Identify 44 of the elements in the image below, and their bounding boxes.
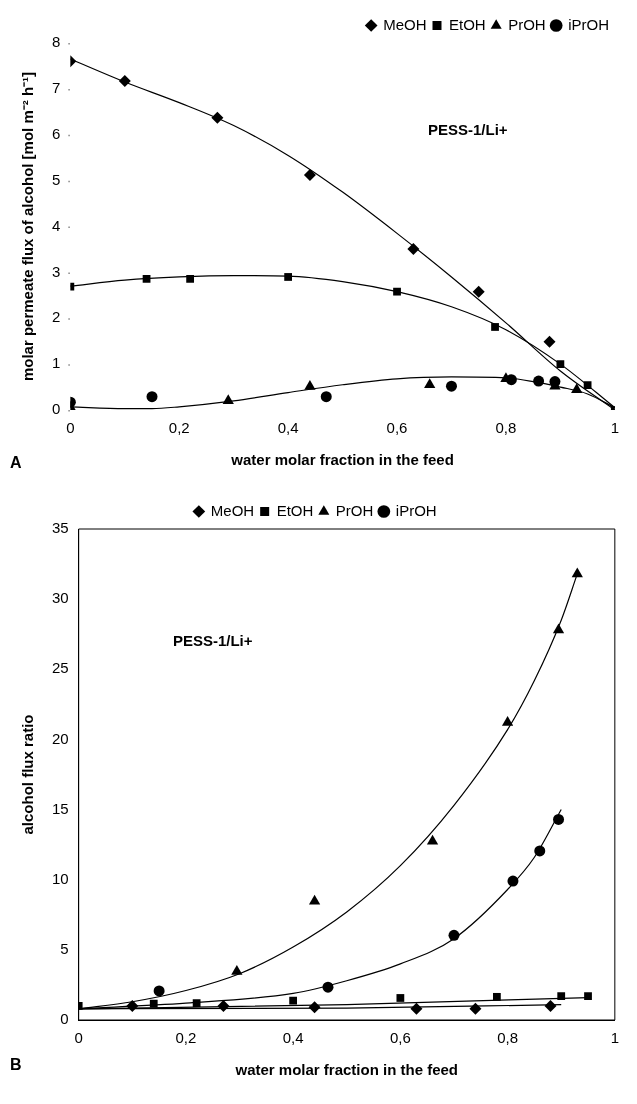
x-tick-label: 0,6 — [389, 1029, 411, 1047]
legend-label: MeOH — [383, 15, 427, 33]
y-tick-label: 5 — [60, 940, 69, 957]
y-axis-title: molar permeate flux of alcohol [mol m⁻² h⁻¹] — [19, 71, 37, 382]
x-tick-label: 1 — [610, 419, 619, 437]
y-axis-title: alcohol flux ratio — [19, 714, 37, 835]
y-tick-label: 8 — [52, 33, 61, 51]
x-tick-label: 0,4 — [282, 1029, 304, 1047]
x-tick-label: 0,2 — [168, 419, 190, 437]
x-axis-title: water molar fraction in the feed — [234, 1061, 459, 1079]
y-tick-label: 0 — [52, 400, 61, 418]
y-tick-label: 25 — [52, 659, 69, 677]
y-tick-label: 2 — [52, 308, 61, 326]
legend-label: PrOH — [508, 15, 546, 33]
x-tick-label: 0,4 — [277, 419, 299, 437]
legend-label: MeOH — [210, 501, 255, 519]
y-tick-label: 3 — [52, 262, 61, 280]
x-tick-label: 0 — [74, 1029, 83, 1047]
y-tick-label: 15 — [52, 799, 69, 817]
y-tick-label: 4 — [52, 216, 61, 234]
annotation: PESS-1/Li+ — [428, 121, 508, 139]
y-tick-label: 6 — [52, 124, 61, 142]
annotation: PESS-1/Li+ — [172, 632, 253, 650]
y-tick-label: 35 — [52, 519, 69, 537]
legend-label: iPrOH — [395, 501, 437, 519]
text: A — [10, 454, 22, 472]
y-tick-label: 10 — [52, 869, 69, 887]
x-axis-title: water molar fraction in the feed — [230, 451, 454, 469]
y-tick-label: 1 — [52, 354, 61, 372]
legend-label: EtOH — [276, 501, 314, 519]
legend-label: EtOH — [449, 15, 486, 33]
y-tick-label: 0 — [60, 1010, 69, 1028]
text: B — [10, 1056, 22, 1074]
x-tick-label: 0,6 — [386, 419, 408, 437]
y-tick-label: 5 — [52, 170, 61, 188]
x-tick-label: 0,8 — [495, 419, 517, 437]
y-tick-label: 7 — [52, 79, 61, 97]
legend-label: PrOH — [335, 501, 374, 519]
x-tick-label: 0,8 — [497, 1029, 519, 1047]
legend-label: iPrOH — [568, 15, 610, 33]
y-tick-label: 20 — [52, 729, 69, 747]
x-tick-label: 1 — [610, 1029, 619, 1047]
y-tick-label: 30 — [52, 589, 69, 607]
x-tick-label: 0,2 — [175, 1029, 197, 1047]
